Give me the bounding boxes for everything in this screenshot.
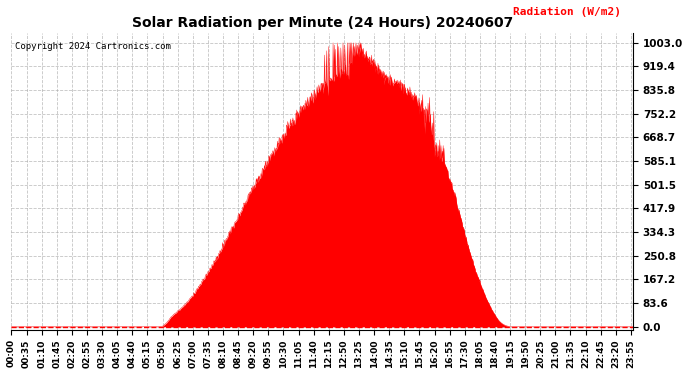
Title: Solar Radiation per Minute (24 Hours) 20240607: Solar Radiation per Minute (24 Hours) 20…: [132, 16, 513, 30]
Text: Copyright 2024 Cartronics.com: Copyright 2024 Cartronics.com: [14, 42, 170, 51]
Text: Radiation (W/m2): Radiation (W/m2): [513, 6, 620, 16]
